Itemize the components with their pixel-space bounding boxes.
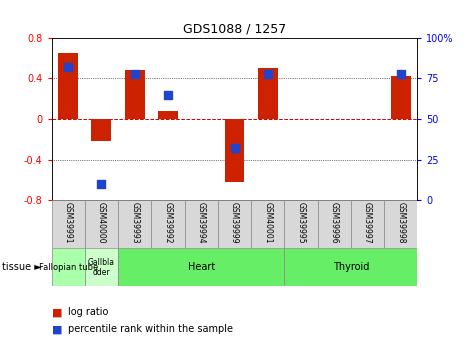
Bar	[258, 68, 278, 119]
Bar	[58, 53, 78, 119]
Text: GSM39997: GSM39997	[363, 201, 372, 243]
Bar	[85, 248, 118, 286]
Text: ■: ■	[52, 307, 62, 317]
Text: percentile rank within the sample: percentile rank within the sample	[68, 325, 233, 334]
Bar	[118, 248, 284, 286]
Text: tissue ►: tissue ►	[2, 263, 42, 272]
Bar	[185, 200, 218, 248]
Text: Heart: Heart	[188, 263, 215, 272]
Point	[98, 181, 105, 187]
Text: GSM39994: GSM39994	[197, 201, 206, 243]
Text: Gallbla
dder: Gallbla dder	[88, 258, 115, 277]
Text: GSM39992: GSM39992	[164, 201, 173, 243]
Bar	[284, 248, 417, 286]
Bar	[52, 200, 85, 248]
Bar	[52, 248, 85, 286]
Text: GSM39993: GSM39993	[130, 201, 139, 243]
Bar	[125, 70, 145, 119]
Text: GSM39999: GSM39999	[230, 201, 239, 243]
Bar	[318, 200, 351, 248]
Point	[231, 146, 238, 151]
Bar	[284, 200, 318, 248]
Bar	[351, 200, 384, 248]
Bar	[218, 200, 251, 248]
Text: log ratio: log ratio	[68, 307, 108, 317]
Text: GSM39998: GSM39998	[396, 201, 405, 243]
Text: ■: ■	[52, 325, 62, 334]
Text: Fallopian tube: Fallopian tube	[38, 263, 98, 272]
Point	[264, 71, 272, 76]
Bar	[85, 200, 118, 248]
Point	[131, 71, 138, 76]
Text: Thyroid: Thyroid	[333, 263, 369, 272]
Text: GSM39991: GSM39991	[64, 201, 73, 243]
Bar	[391, 77, 411, 119]
Text: GSM40000: GSM40000	[97, 201, 106, 243]
Bar	[158, 111, 178, 119]
Text: GSM39995: GSM39995	[296, 201, 305, 243]
Text: GSM40001: GSM40001	[263, 201, 272, 243]
Bar	[118, 200, 151, 248]
Bar	[384, 200, 417, 248]
Point	[64, 65, 72, 70]
Bar	[225, 119, 244, 182]
Title: GDS1088 / 1257: GDS1088 / 1257	[183, 22, 286, 36]
Bar	[151, 200, 185, 248]
Point	[164, 92, 172, 97]
Text: GSM39996: GSM39996	[330, 201, 339, 243]
Point	[397, 71, 405, 76]
Bar	[91, 119, 112, 141]
Bar	[251, 200, 284, 248]
